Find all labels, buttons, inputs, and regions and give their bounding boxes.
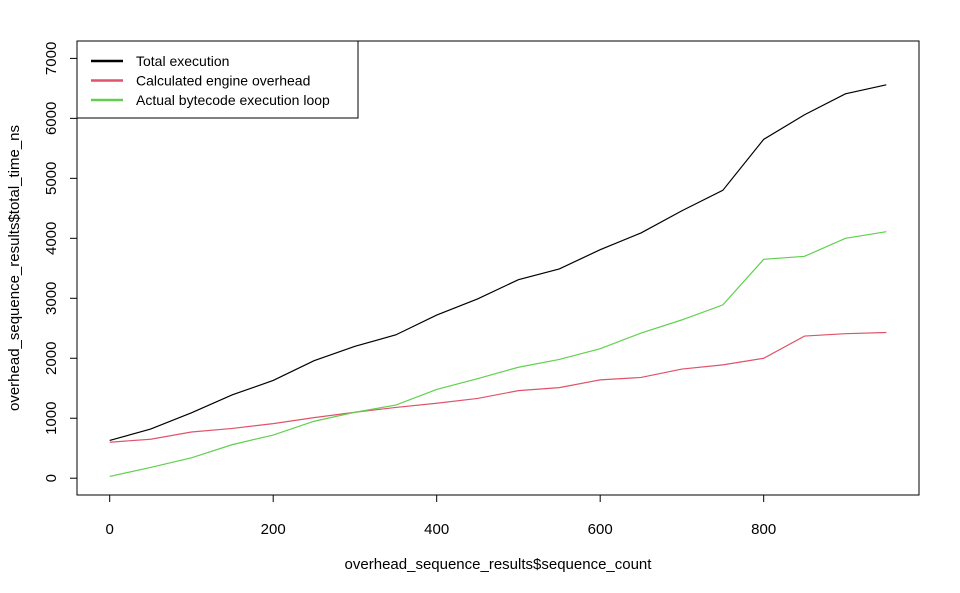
y-tick-label: 7000 [43, 42, 60, 75]
y-tick-label: 2000 [43, 342, 60, 375]
x-axis: 0 200 400 600 800 [106, 494, 776, 538]
y-tick-label: 4000 [43, 222, 60, 255]
y-tick-label: 3000 [43, 282, 60, 315]
y-axis: 0 1000 2000 3000 4000 5000 6000 7000 [43, 42, 78, 482]
y-tick-label: 6000 [43, 102, 60, 135]
y-tick-label: 0 [43, 474, 60, 482]
y-tick-label: 5000 [43, 162, 60, 195]
x-tick-label: 600 [588, 521, 613, 538]
x-axis-title: overhead_sequence_results$sequence_count [345, 556, 653, 573]
legend: Total execution Calculated engine overhea… [76, 40, 359, 119]
legend-label: Actual bytecode execution loop [136, 92, 330, 108]
series-line-2 [109, 231, 887, 477]
series-line-0 [109, 84, 887, 441]
x-tick-label: 200 [261, 521, 286, 538]
y-axis-title: overhead_sequence_results$total_time_ns [6, 125, 23, 411]
x-tick-label: 0 [106, 521, 114, 538]
plot-lines [109, 84, 887, 477]
legend-box [76, 40, 359, 119]
legend-label: Calculated engine overhead [136, 73, 310, 89]
y-tick-label: 1000 [43, 402, 60, 435]
legend-label: Total execution [136, 53, 229, 69]
x-tick-label: 800 [751, 521, 776, 538]
x-tick-label: 400 [424, 521, 449, 538]
series-line-1 [109, 331, 887, 443]
